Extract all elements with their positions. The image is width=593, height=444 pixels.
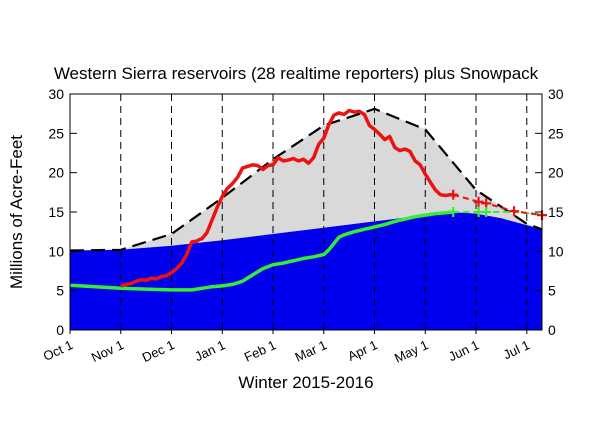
forecast-plus-marker — [481, 207, 492, 217]
x-tick-label: Oct 1 — [41, 337, 76, 364]
x-axis-label: Winter 2015-2016 — [238, 373, 373, 392]
x-tick-label: Jun 1 — [446, 337, 481, 364]
x-tick-label: Jul 1 — [501, 337, 532, 362]
forecast-plus-marker — [509, 206, 520, 217]
forecast-plus-marker — [481, 198, 492, 209]
x-tick-label: Apr 1 — [345, 337, 380, 364]
y-tick-label-right: 5 — [548, 283, 556, 299]
y-axis-label: Millions of Acre-Feet — [7, 135, 26, 289]
y-tick-label-left: 20 — [48, 165, 64, 181]
y-tick-label-right: 30 — [548, 86, 564, 102]
y-tick-label-left: 0 — [56, 322, 64, 338]
forecast-plus-marker — [448, 207, 459, 217]
y-tick-label-right: 0 — [548, 322, 556, 338]
y-tick-label-left: 30 — [48, 86, 64, 102]
y-tick-label-left: 10 — [48, 243, 64, 259]
green-line — [69, 210, 454, 292]
x-tick-label: Jan 1 — [192, 337, 227, 364]
reservoir-blue-area — [70, 212, 542, 330]
red-line — [120, 108, 456, 288]
forecast-plus-marker — [448, 189, 459, 200]
x-tick-label: Mar 1 — [293, 337, 329, 365]
x-tick-label: Feb 1 — [242, 337, 278, 365]
forecast-plus-marker — [473, 196, 484, 207]
y-tick-label-left: 25 — [48, 125, 64, 141]
y-tick-label-right: 25 — [548, 125, 564, 141]
x-tick-label: Dec 1 — [140, 337, 177, 365]
y-tick-label-right: 20 — [548, 165, 564, 181]
x-tick-label: May 1 — [392, 337, 430, 366]
plot-area — [70, 108, 542, 331]
series-group — [69, 107, 547, 292]
y-tick-label-right: 10 — [548, 243, 564, 259]
envelope-dashed-line — [69, 107, 543, 252]
x-tick-label: Nov 1 — [89, 337, 126, 365]
chart-title: Western Sierra reservoirs (28 realtime r… — [54, 64, 539, 83]
y-tick-label-left: 5 — [56, 283, 64, 299]
y-tick-label-right: 15 — [548, 204, 564, 220]
y-tick-label-left: 15 — [48, 204, 64, 220]
